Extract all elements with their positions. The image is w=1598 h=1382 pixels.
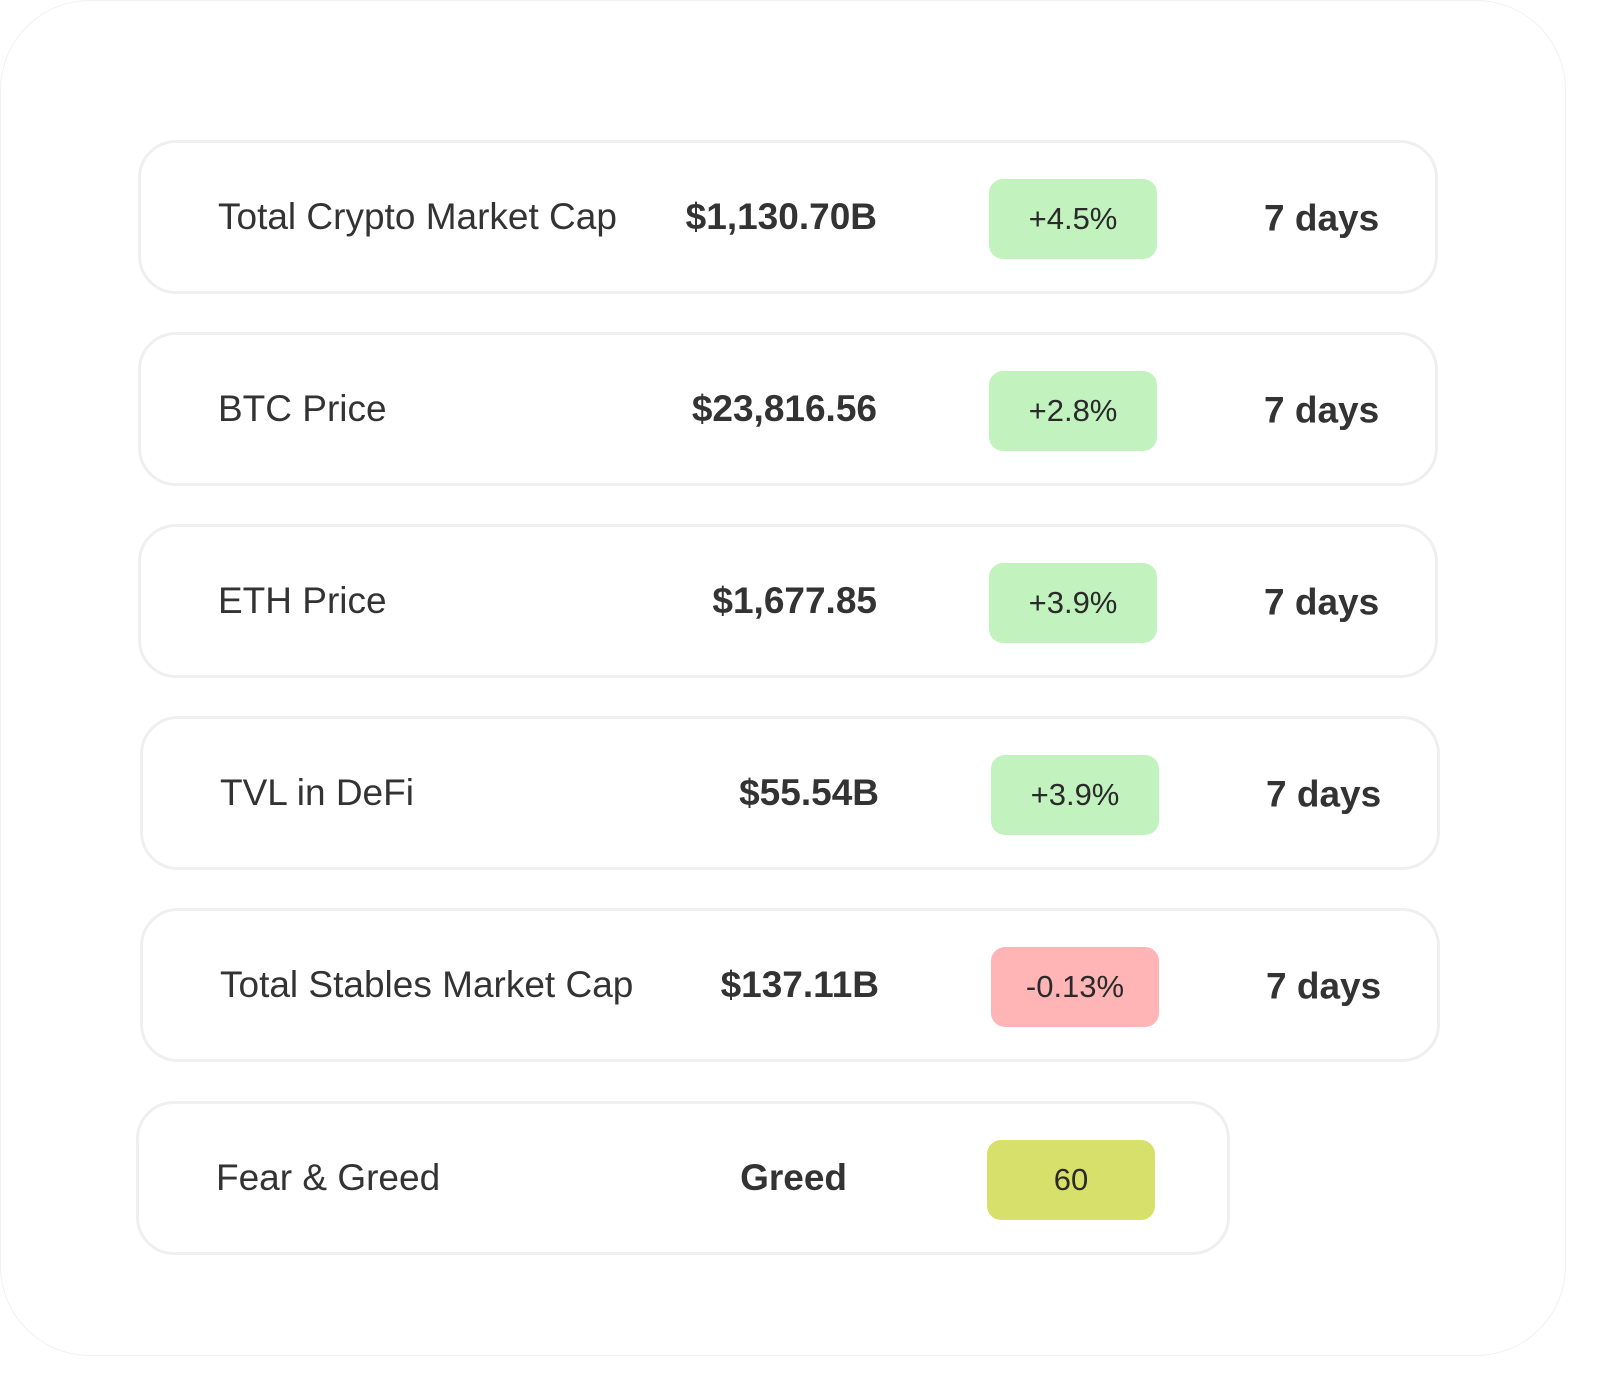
- metric-value: $55.54B: [739, 772, 879, 813]
- metric-row-total-crypto-market-cap: Total Crypto Market Cap $1,130.70B +4.5%…: [138, 140, 1438, 294]
- period-label: 7 days: [1264, 389, 1380, 431]
- metric-label: Total Crypto Market Cap: [218, 196, 617, 237]
- metric-row-btc-price: BTC Price $23,816.56 +2.8% 7 days: [138, 332, 1438, 486]
- period-label: 7 days: [1264, 197, 1380, 239]
- metric-label: TVL in DeFi: [220, 772, 414, 813]
- metric-value: $23,816.56: [691, 388, 877, 429]
- metric-value: $137.11B: [720, 964, 879, 1005]
- change-badge: +3.9%: [991, 755, 1159, 835]
- period-label: 7 days: [1266, 965, 1382, 1007]
- metric-row-eth-price: ETH Price $1,677.85 +3.9% 7 days: [138, 524, 1438, 678]
- change-badge: +4.5%: [989, 179, 1157, 259]
- metric-label: Total Stables Market Cap: [220, 964, 634, 1005]
- metric-label: ETH Price: [218, 580, 387, 621]
- period-label: 7 days: [1266, 773, 1382, 815]
- metric-label: BTC Price: [218, 388, 387, 429]
- metric-row-fear-and-greed: Fear & Greed Greed 60: [136, 1101, 1230, 1255]
- fear-greed-score-badge: 60: [987, 1140, 1155, 1220]
- metric-row-total-stables-market-cap: Total Stables Market Cap $137.11B -0.13%…: [140, 908, 1440, 1062]
- change-badge: -0.13%: [991, 947, 1159, 1027]
- metric-value: $1,677.85: [712, 580, 877, 621]
- change-badge: +3.9%: [989, 563, 1157, 643]
- metrics-panel: Total Crypto Market Cap $1,130.70B +4.5%…: [0, 0, 1566, 1356]
- metric-value: $1,130.70B: [685, 196, 877, 237]
- period-label: 7 days: [1264, 581, 1380, 623]
- sentiment-value: Greed: [740, 1157, 847, 1198]
- change-badge: +2.8%: [989, 371, 1157, 451]
- metric-row-tvl-in-defi: TVL in DeFi $55.54B +3.9% 7 days: [140, 716, 1440, 870]
- metric-label: Fear & Greed: [216, 1157, 441, 1198]
